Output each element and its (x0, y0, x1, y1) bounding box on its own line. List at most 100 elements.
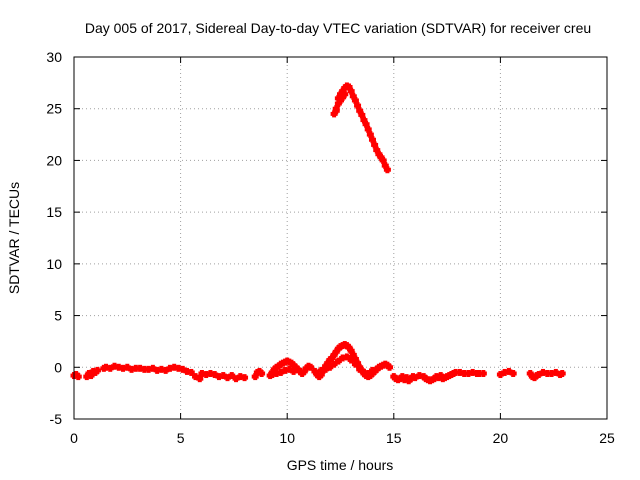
data-point (111, 362, 119, 370)
data-point (339, 87, 347, 95)
data-point (531, 374, 539, 382)
data-point (349, 351, 357, 359)
data-point (302, 364, 310, 372)
data-point (383, 361, 391, 369)
data-point (548, 369, 556, 377)
data-point (313, 371, 321, 379)
data-point (85, 369, 93, 377)
data-point (324, 359, 332, 367)
data-point (255, 367, 263, 375)
data-point (183, 367, 191, 375)
data-point (403, 374, 411, 382)
data-point (339, 354, 347, 362)
data-point (287, 359, 295, 367)
data-point (285, 365, 293, 373)
data-point (377, 153, 385, 161)
data-point (174, 364, 182, 372)
data-point (452, 368, 460, 376)
data-point (281, 366, 289, 374)
data-point (74, 373, 82, 381)
data-point (119, 364, 127, 372)
data-point (192, 373, 200, 381)
y-axis-label: SDTVAR / TECUs (6, 182, 22, 294)
data-point (341, 84, 349, 92)
data-point (106, 364, 114, 372)
data-point (337, 90, 344, 98)
data-point (294, 365, 302, 373)
data-point (332, 107, 340, 115)
data-point (539, 368, 547, 376)
x-tick-label: 10 (279, 430, 295, 446)
data-point (360, 368, 368, 376)
data-point (435, 374, 443, 382)
data-point (349, 92, 357, 100)
data-point (373, 146, 381, 154)
x-tick-label: 15 (386, 430, 402, 446)
y-tick-label: 25 (46, 101, 62, 117)
x-tick-label: 20 (493, 430, 509, 446)
data-point (437, 372, 445, 380)
data-point (400, 376, 408, 384)
y-tick-label: 10 (46, 256, 62, 272)
y-tick-label: 30 (46, 49, 62, 65)
data-point (339, 93, 347, 101)
data-point (128, 365, 136, 373)
data-point (358, 111, 366, 119)
data-point (232, 375, 240, 383)
data-point (535, 371, 543, 379)
data-point (292, 363, 300, 371)
x-axis-label: GPS time / hours (287, 457, 394, 473)
data-point (407, 375, 415, 383)
data-point (464, 369, 472, 377)
data-point (277, 368, 285, 376)
data-point (379, 156, 387, 164)
data-point (273, 369, 281, 377)
data-point (351, 360, 359, 368)
data-point (162, 366, 170, 374)
data-point (196, 375, 204, 383)
data-point (251, 373, 259, 381)
data-point (558, 369, 566, 377)
data-point (330, 351, 338, 359)
data-point (334, 100, 342, 108)
data-point (187, 368, 195, 376)
data-point (411, 374, 419, 382)
data-point (366, 131, 374, 139)
data-point (326, 356, 334, 364)
plot-frame (73, 56, 608, 420)
data-point (496, 371, 504, 379)
data-point (479, 369, 487, 377)
data-point (354, 102, 362, 110)
data-point (543, 369, 551, 377)
data-point (375, 150, 383, 158)
data-point (381, 162, 389, 170)
data-point (341, 90, 349, 98)
data-point (364, 125, 372, 133)
data-point (330, 360, 338, 368)
data-point (268, 371, 276, 379)
data-point (236, 373, 244, 381)
ticks-layer: 0 5 10 15 20 25 -5 0 5 10 15 20 25 30 (46, 49, 615, 446)
data-point (270, 365, 278, 373)
data-point (198, 369, 206, 377)
data-point (475, 369, 483, 377)
data-point (390, 373, 398, 381)
data-point (315, 373, 323, 381)
y-tick-label: 0 (54, 359, 62, 375)
data-point (347, 356, 355, 364)
data-point (332, 348, 340, 356)
data-point (145, 365, 153, 373)
data-point (334, 94, 342, 102)
data-point (356, 107, 364, 115)
data-point (307, 363, 315, 371)
data-point (326, 363, 334, 371)
data-point (228, 372, 236, 380)
data-point (343, 342, 351, 350)
data-point (72, 371, 80, 379)
data-point (356, 365, 364, 373)
data-point (211, 371, 219, 379)
data-point (469, 368, 477, 376)
data-point (87, 372, 95, 380)
